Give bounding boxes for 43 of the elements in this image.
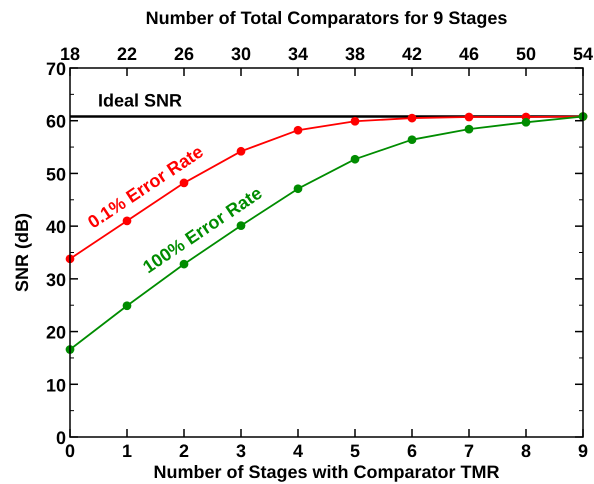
y-axis-title: SNR (dB): [12, 213, 32, 292]
x2-tick-label: 30: [230, 44, 252, 64]
y-tick-label: 20: [46, 322, 66, 343]
x2-tick-label: 26: [174, 44, 194, 64]
x2-axis-title: Number of Total Comparators for 9 Stages: [146, 8, 508, 28]
x2-tick-label: 42: [402, 44, 422, 64]
point: [408, 135, 416, 144]
y-tick-label: 10: [46, 375, 66, 396]
x2-tick-label: 50: [516, 44, 536, 64]
x-tick-label: 6: [406, 441, 418, 461]
point: [464, 112, 474, 122]
y-tick-label: 40: [46, 217, 66, 238]
point: [236, 221, 246, 230]
ref-line-label: Ideal SNR: [98, 90, 182, 110]
point: [464, 124, 474, 134]
point: [180, 178, 188, 188]
y-tick-label: 30: [46, 270, 66, 290]
y-tick-label: 50: [46, 164, 66, 184]
x-tick-label: 7: [464, 441, 474, 461]
x-tick-label: 3: [236, 441, 246, 461]
x2-tick-label: 46: [458, 44, 480, 64]
y-tick-label: 0: [56, 428, 66, 448]
x-tick-label: 8: [520, 441, 532, 461]
x2-tick-label: 38: [344, 44, 366, 64]
y-tick-label: 60: [46, 112, 66, 132]
x-tick-label: 5: [350, 441, 360, 461]
x2-tick-label: 34: [288, 44, 308, 64]
point: [522, 118, 530, 127]
point: [294, 126, 302, 135]
x2-tick-label: 54: [572, 44, 594, 64]
point: [236, 146, 246, 156]
x-tick-label: 1: [122, 441, 132, 461]
point: [294, 184, 302, 194]
point: [350, 116, 360, 126]
x-tick-label: 2: [178, 441, 190, 461]
point: [350, 154, 360, 164]
point: [122, 301, 132, 310]
y-tick-label: 70: [46, 59, 66, 79]
x-tick-label: 9: [578, 441, 588, 461]
x2-tick-label: 22: [116, 44, 138, 64]
x-axis-title: Number of Stages with Comparator TMR: [153, 462, 500, 482]
point: [408, 114, 416, 122]
x-tick-label: 4: [292, 441, 304, 461]
